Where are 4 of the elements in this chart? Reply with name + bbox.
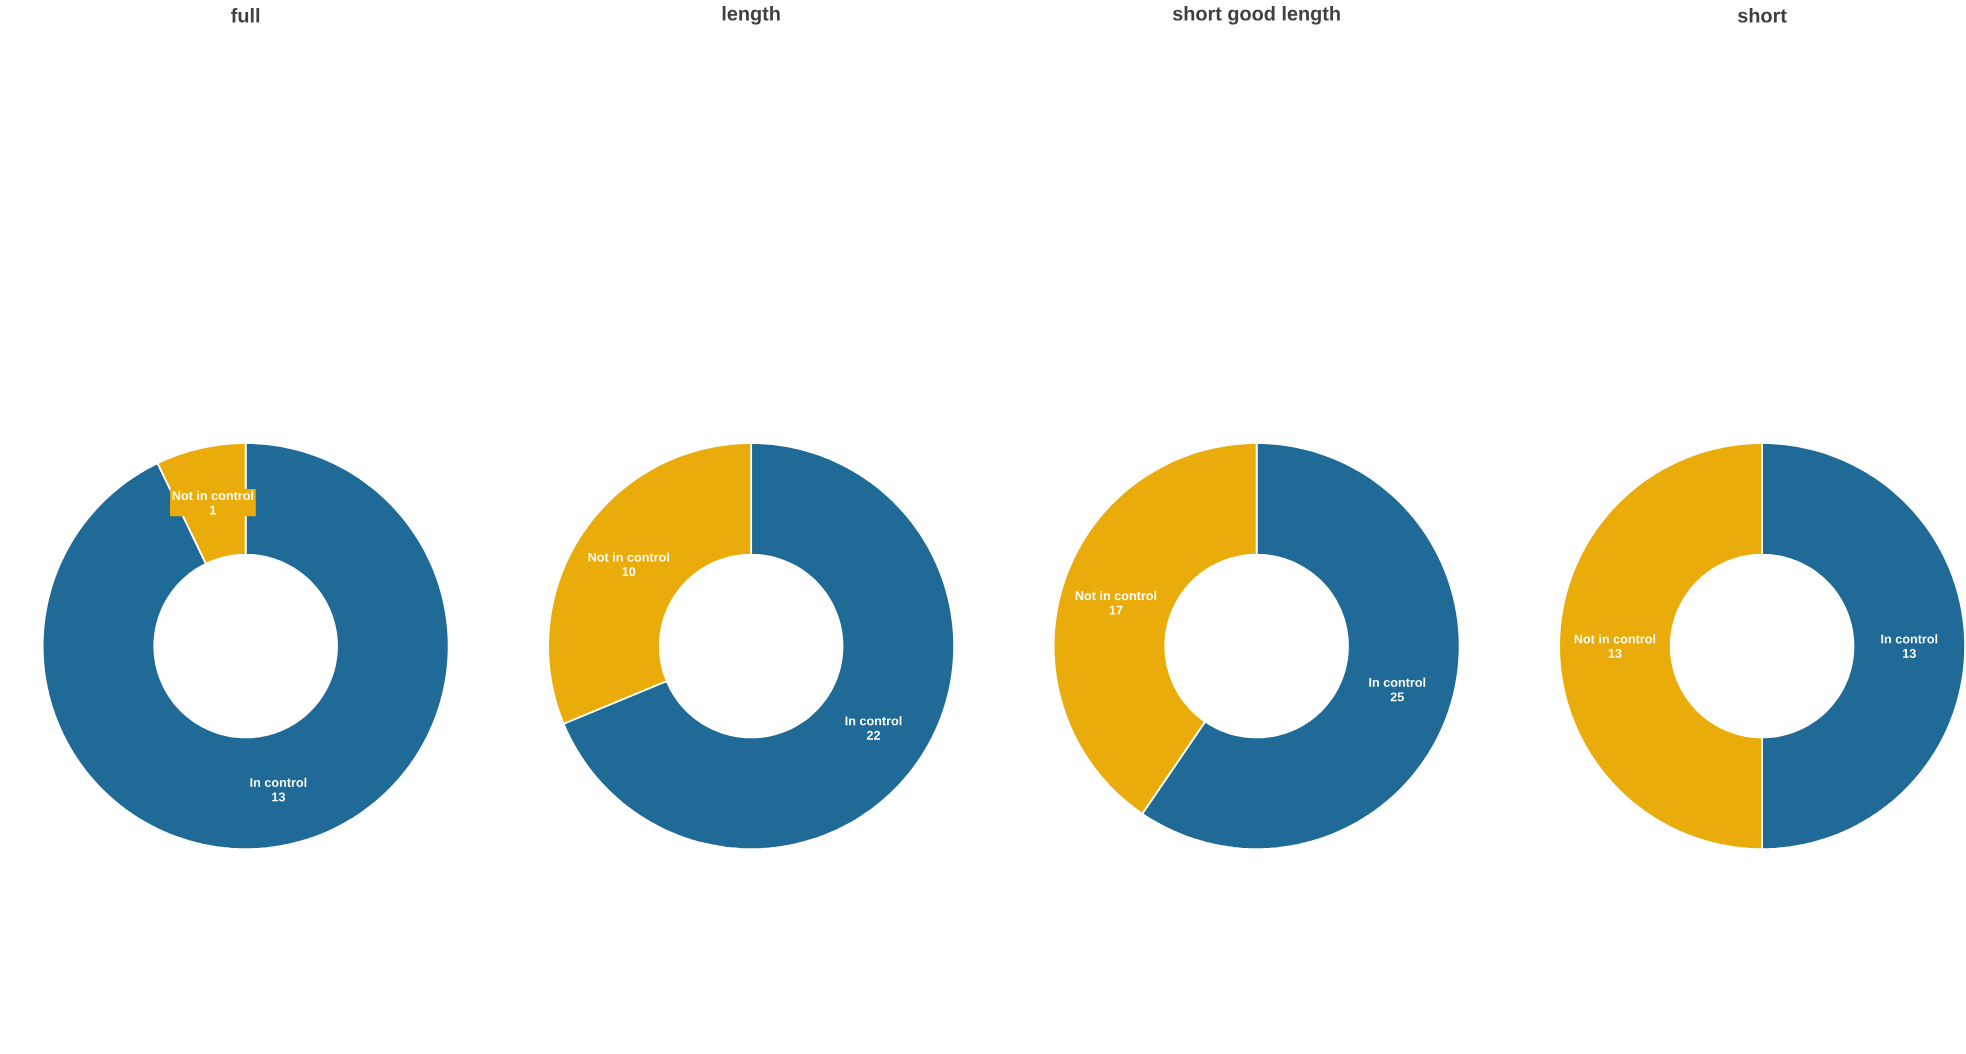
chart-title: short <box>1737 7 1787 23</box>
chart-title: short good length <box>1172 5 1340 25</box>
chart-title: full <box>231 7 260 23</box>
chart-title: length <box>722 5 780 25</box>
